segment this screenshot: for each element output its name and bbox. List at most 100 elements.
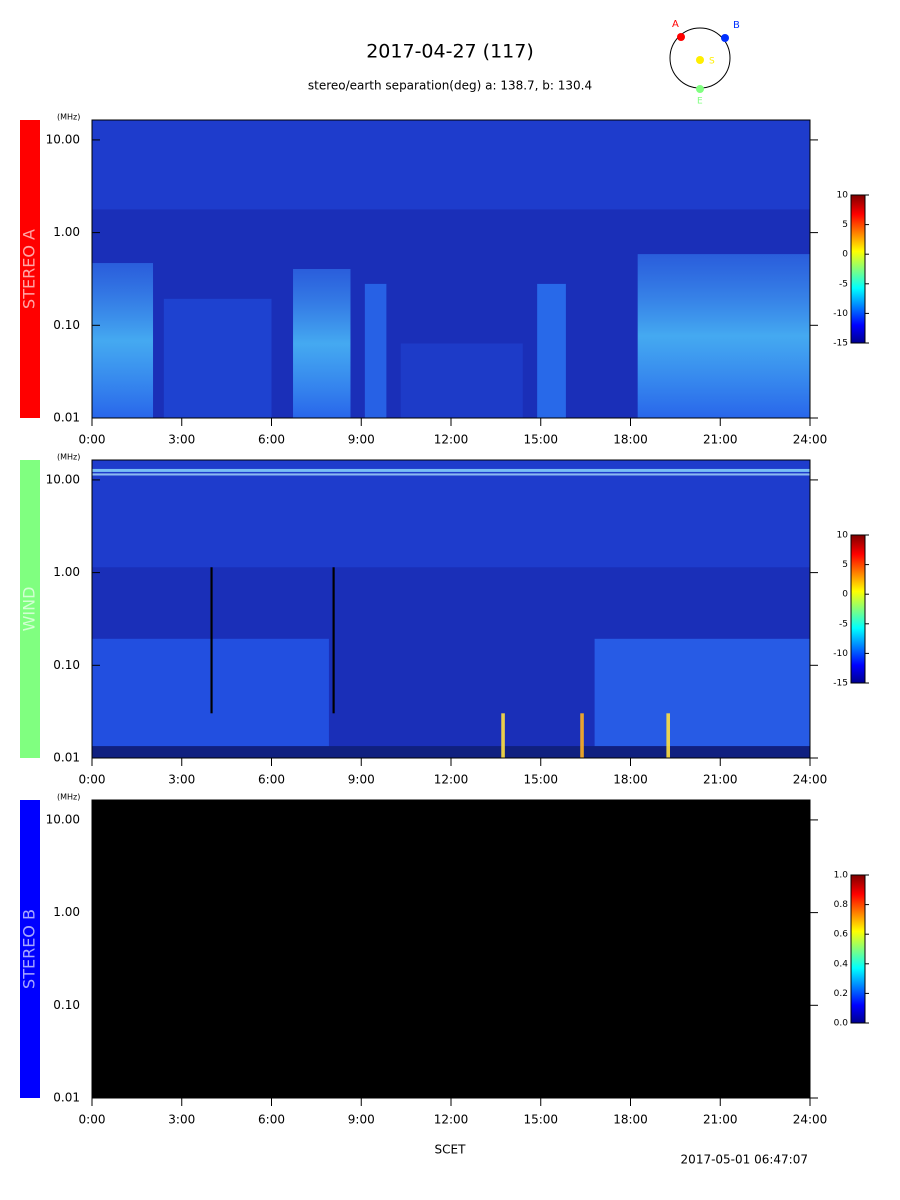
spectrogram-feature xyxy=(637,254,810,418)
y-tick-label: 10.00 xyxy=(46,132,80,146)
x-tick-label: 15:00 xyxy=(523,433,558,447)
panel-label: STEREO A xyxy=(20,229,39,309)
x-tick-label: 21:00 xyxy=(703,773,738,787)
colorbar-tick-label: 0.8 xyxy=(834,900,849,910)
panel-label-bar xyxy=(20,800,40,1098)
x-tick-label: 6:00 xyxy=(258,773,285,787)
x-tick-label: 24:00 xyxy=(793,1113,828,1127)
y-tick-label: 10.00 xyxy=(46,472,80,486)
spectrogram-feature xyxy=(293,269,351,418)
x-tick-label: 21:00 xyxy=(703,433,738,447)
colorbar xyxy=(850,194,866,344)
x-tick-label: 15:00 xyxy=(523,773,558,787)
x-tick-label: 12:00 xyxy=(434,773,469,787)
colorbar-tick-label: 0.0 xyxy=(834,1019,849,1029)
colorbar-tick-label: -5 xyxy=(839,279,848,289)
orbit-label: B xyxy=(733,20,740,31)
y-tick-label: 10.00 xyxy=(46,812,80,826)
spectrogram-feature xyxy=(92,460,810,568)
colorbar-tick-label: 5 xyxy=(842,220,848,230)
colorbar-tick-label: 0 xyxy=(842,590,848,600)
x-tick-label: 3:00 xyxy=(168,773,195,787)
x-tick-label: 18:00 xyxy=(613,1113,648,1127)
colorbar-tick-label: -5 xyxy=(839,619,848,629)
x-axis-label: SCET xyxy=(435,1143,467,1157)
y-unit: (MHz) xyxy=(57,793,80,802)
spectrogram-feature xyxy=(92,263,154,418)
panel-label-bar xyxy=(20,120,40,418)
y-tick-label: 0.01 xyxy=(53,411,80,425)
y-tick-label: 0.01 xyxy=(53,751,80,765)
y-tick-label: 0.10 xyxy=(53,998,80,1012)
colorbar-tick-label: -10 xyxy=(833,309,848,319)
x-tick-label: 3:00 xyxy=(168,433,195,447)
x-tick-label: 6:00 xyxy=(258,433,285,447)
colorbar-tick-label: 0.2 xyxy=(834,989,848,999)
spectrogram-feature xyxy=(666,713,670,758)
y-tick-label: 0.01 xyxy=(53,1091,80,1105)
colorbar-tick-label: 10 xyxy=(837,531,849,541)
y-tick-label: 1.00 xyxy=(53,225,80,239)
timestamp: 2017-05-01 06:47:07 xyxy=(681,1153,808,1167)
earth-dot xyxy=(696,85,704,93)
spectrogram-feature xyxy=(501,713,505,758)
spectrogram-feature xyxy=(537,283,566,418)
colorbar-tick-label: 1.0 xyxy=(834,871,849,881)
x-tick-label: 18:00 xyxy=(613,433,648,447)
x-tick-label: 0:00 xyxy=(79,433,106,447)
stereo-b-dot xyxy=(721,34,729,42)
spectrogram-feature xyxy=(210,567,213,714)
x-tick-label: 15:00 xyxy=(523,1113,558,1127)
panel: WIND (MHz) 0.01 0.10 1.00 10.00 0:00 3:00 6:00 9:… xyxy=(20,453,869,787)
spectrogram-feature xyxy=(594,638,810,750)
spectrogram-feature xyxy=(92,746,810,758)
x-tick-label: 3:00 xyxy=(168,1113,195,1127)
y-tick-label: 1.00 xyxy=(53,905,80,919)
colorbar-tick-label: 10 xyxy=(837,191,849,201)
orbit-diagram: A B S E xyxy=(669,19,740,107)
spectrogram-feature xyxy=(400,343,523,418)
stereo-a-dot xyxy=(677,33,685,41)
spectrogram-feature xyxy=(92,473,810,476)
y-tick-label: 1.00 xyxy=(53,565,80,579)
colorbar-tick-label: -15 xyxy=(833,339,848,349)
spectrogram xyxy=(92,800,810,1098)
panel-label-bar xyxy=(20,460,40,758)
colorbar-tick-label: -15 xyxy=(833,679,848,689)
title: 2017-04-27 (117) xyxy=(366,41,534,63)
y-tick-label: 0.10 xyxy=(53,318,80,332)
y-tick-label: 0.10 xyxy=(53,658,80,672)
y-unit: (MHz) xyxy=(57,453,80,462)
panel: STEREO B (MHz) 0.01 0.10 1.00 10.00 0:00 3:00 6:… xyxy=(20,793,869,1127)
x-tick-label: 12:00 xyxy=(434,1113,469,1127)
x-tick-label: 12:00 xyxy=(434,433,469,447)
x-tick-label: 24:00 xyxy=(793,433,828,447)
x-tick-label: 6:00 xyxy=(258,1113,285,1127)
panel: STEREO A (MHz) 0.01 0.10 1.00 10.00 0:00 3:00 6:… xyxy=(20,113,869,447)
orbit-label: A xyxy=(672,19,679,30)
y-unit: (MHz) xyxy=(57,113,80,122)
colorbar-tick-label: 5 xyxy=(842,560,848,570)
x-tick-label: 18:00 xyxy=(613,773,648,787)
spectrogram-feature xyxy=(580,713,584,758)
colorbar-tick-label: -10 xyxy=(833,649,848,659)
colorbar xyxy=(850,534,866,684)
colorbar xyxy=(850,874,866,1024)
panel-label: WIND xyxy=(20,587,39,632)
orbit-label: E xyxy=(697,97,703,107)
x-tick-label: 0:00 xyxy=(79,773,106,787)
spectrogram-feature xyxy=(163,298,272,418)
subtitle: stereo/earth separation(deg) a: 138.7, b… xyxy=(308,79,592,93)
spectrogram-feature xyxy=(364,283,387,418)
spectrogram-feature xyxy=(92,120,810,210)
spectrogram-feature xyxy=(332,567,335,714)
x-tick-label: 9:00 xyxy=(348,433,375,447)
colorbar-tick-label: 0.6 xyxy=(834,930,849,940)
x-tick-label: 0:00 xyxy=(79,1113,106,1127)
x-tick-label: 9:00 xyxy=(348,773,375,787)
colorbar-tick-label: 0.4 xyxy=(834,959,849,969)
colorbar-tick-label: 0 xyxy=(842,250,848,260)
sun-dot xyxy=(696,56,704,64)
x-tick-label: 21:00 xyxy=(703,1113,738,1127)
